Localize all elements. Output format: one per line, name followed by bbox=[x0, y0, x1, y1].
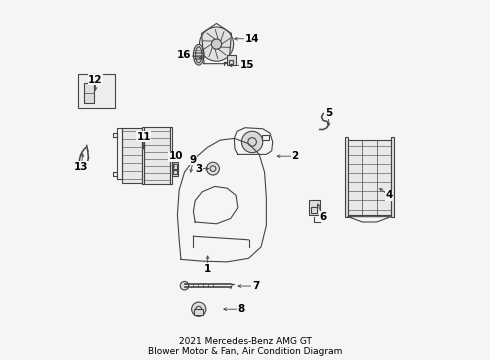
Text: 12: 12 bbox=[88, 75, 103, 85]
Text: 2021 Mercedes-Benz AMG GT
Blower Motor & Fan, Air Condition Diagram: 2021 Mercedes-Benz AMG GT Blower Motor &… bbox=[148, 337, 342, 356]
Text: 14: 14 bbox=[245, 34, 259, 44]
Bar bbox=[311, 207, 317, 213]
Text: 1: 1 bbox=[204, 264, 211, 274]
Bar bbox=[173, 170, 177, 174]
Bar bbox=[227, 55, 236, 66]
Bar bbox=[262, 135, 269, 140]
Text: 4: 4 bbox=[386, 190, 393, 200]
Bar bbox=[78, 74, 115, 108]
Bar bbox=[84, 83, 94, 103]
Text: 6: 6 bbox=[319, 212, 327, 222]
Bar bbox=[391, 136, 394, 217]
Text: 16: 16 bbox=[177, 50, 192, 60]
Circle shape bbox=[242, 131, 263, 153]
Text: 2: 2 bbox=[291, 151, 298, 161]
Bar bbox=[309, 200, 320, 215]
Bar bbox=[172, 162, 178, 176]
Ellipse shape bbox=[99, 88, 105, 99]
Circle shape bbox=[207, 162, 220, 175]
Text: 8: 8 bbox=[238, 304, 245, 314]
Circle shape bbox=[211, 39, 221, 49]
Text: 10: 10 bbox=[169, 151, 183, 161]
Bar bbox=[346, 140, 391, 215]
Circle shape bbox=[199, 27, 234, 61]
Bar bbox=[344, 136, 348, 217]
Circle shape bbox=[180, 282, 189, 290]
Text: 9: 9 bbox=[190, 155, 197, 165]
Circle shape bbox=[192, 302, 206, 316]
Bar bbox=[195, 309, 203, 315]
Text: 3: 3 bbox=[195, 164, 202, 174]
Text: 7: 7 bbox=[252, 281, 259, 291]
Bar bbox=[122, 128, 142, 183]
Text: 11: 11 bbox=[136, 132, 151, 141]
Bar bbox=[144, 127, 170, 184]
Text: 5: 5 bbox=[325, 108, 332, 118]
Ellipse shape bbox=[194, 44, 204, 65]
Text: 13: 13 bbox=[74, 162, 89, 172]
Bar bbox=[229, 60, 233, 64]
Bar bbox=[173, 165, 177, 168]
Text: 15: 15 bbox=[240, 60, 254, 71]
